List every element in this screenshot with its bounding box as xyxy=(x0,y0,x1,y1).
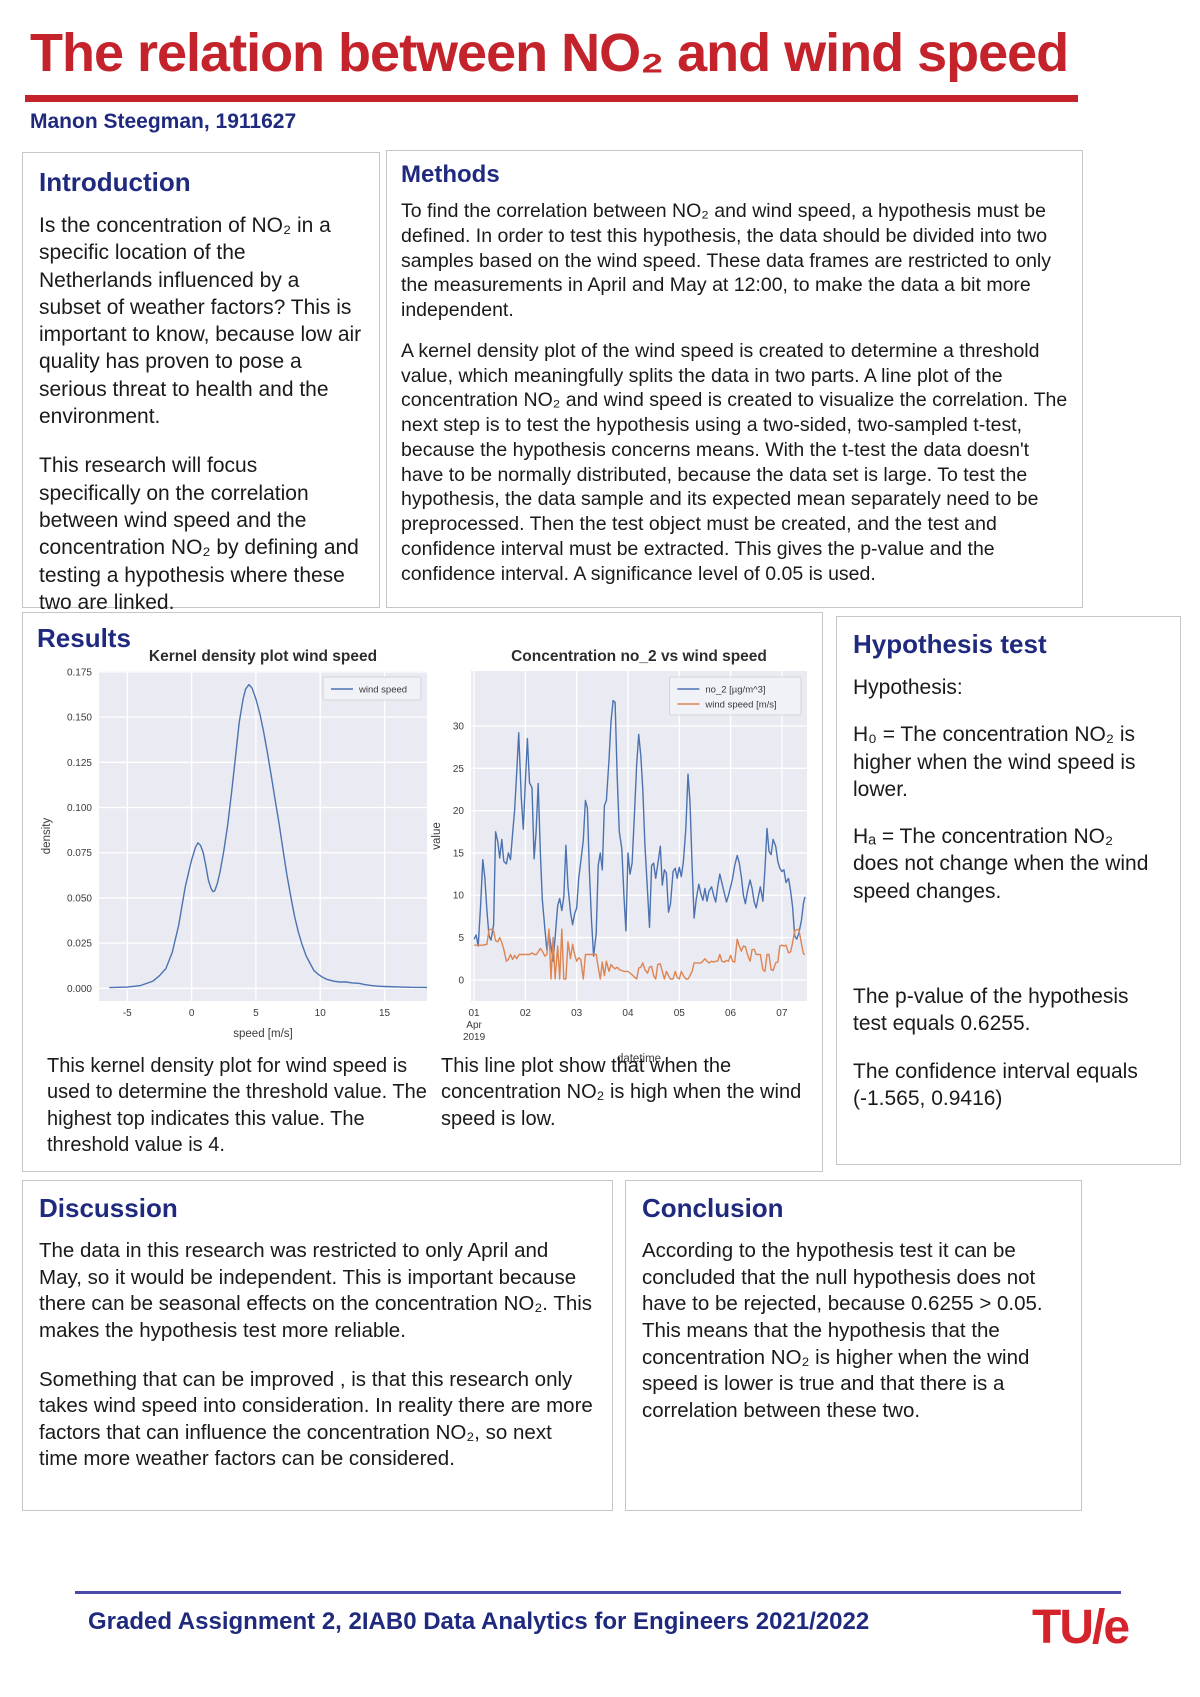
svg-text:value: value xyxy=(431,822,443,850)
svg-text:0: 0 xyxy=(458,975,464,986)
discussion-section: Discussion The data in this research was… xyxy=(22,1180,613,1511)
methods-body: To find the correlation between NO₂ and … xyxy=(401,199,1068,586)
svg-text:10: 10 xyxy=(453,891,465,902)
svg-text:wind speed [m/s]: wind speed [m/s] xyxy=(704,700,776,711)
svg-text:Kernel density plot wind speed: Kernel density plot wind speed xyxy=(149,648,377,665)
svg-text:wind speed: wind speed xyxy=(358,685,407,696)
title-underline xyxy=(25,95,1078,102)
svg-text:density: density xyxy=(41,818,53,855)
results-section: Results 0.000 0.025 0.050 0.075 0.100 0.125 0.… xyxy=(22,612,823,1172)
methods-section: Methods To find the correlation between … xyxy=(386,150,1083,608)
svg-text:0.125: 0.125 xyxy=(67,758,92,769)
svg-text:05: 05 xyxy=(674,1008,686,1019)
svg-text:5: 5 xyxy=(253,1008,259,1019)
footer-divider xyxy=(75,1591,1121,1594)
svg-text:07: 07 xyxy=(776,1008,788,1019)
svg-text:10: 10 xyxy=(315,1008,327,1019)
no2-vs-wind-speed-chart: 0 5 10 15 20 25 30 01 Apr 2019 02 03 04 05 06 07 datetim… xyxy=(427,647,822,1072)
hypothesis-pvalue: The p-value of the hypothesis test equal… xyxy=(853,985,1129,1036)
svg-text:5: 5 xyxy=(458,933,464,944)
svg-text:-5: -5 xyxy=(123,1008,132,1019)
discussion-paragraph-2: Something that can be improved , is that… xyxy=(39,1367,593,1471)
hypothesis-test-section: Hypothesis test Hypothesis: H₀ = The con… xyxy=(836,616,1181,1165)
hypothesis-ha: Hₐ = The concentration NO₂ does not chan… xyxy=(853,825,1149,903)
line-chart-caption: This line plot show that when the concen… xyxy=(441,1055,802,1130)
svg-text:0.075: 0.075 xyxy=(67,848,92,859)
introduction-paragraph-1: Is the concentration of NO₂ in a specifi… xyxy=(39,214,362,429)
tue-logo: TU/e xyxy=(1032,1601,1130,1654)
svg-text:0.150: 0.150 xyxy=(67,713,92,724)
svg-text:Apr: Apr xyxy=(466,1020,482,1031)
svg-text:0.100: 0.100 xyxy=(67,803,92,814)
svg-text:20: 20 xyxy=(453,806,465,817)
svg-text:25: 25 xyxy=(453,764,465,775)
svg-text:15: 15 xyxy=(379,1008,391,1019)
conclusion-paragraph-1: According to the hypothesis test it can … xyxy=(642,1239,1043,1422)
conclusion-heading: Conclusion xyxy=(642,1193,784,1223)
hypothesis-heading: Hypothesis test xyxy=(853,629,1047,659)
conclusion-body: According to the hypothesis test it can … xyxy=(642,1238,1065,1424)
discussion-paragraph-1: The data in this research was restricted… xyxy=(39,1239,593,1342)
svg-text:03: 03 xyxy=(571,1008,583,1019)
svg-text:datetime: datetime xyxy=(617,1053,661,1065)
methods-paragraph-2: A kernel density plot of the wind speed … xyxy=(401,339,1068,585)
introduction-paragraph-2: This research will focus specifically on… xyxy=(39,454,359,614)
svg-text:04: 04 xyxy=(622,1008,634,1019)
footer-course-label: Graded Assignment 2, 2IAB0 Data Analytic… xyxy=(88,1608,870,1635)
introduction-body: Is the concentration of NO₂ in a specifi… xyxy=(39,212,363,616)
conclusion-section: Conclusion According to the hypothesis t… xyxy=(625,1180,1082,1511)
svg-text:0.000: 0.000 xyxy=(67,984,92,995)
results-heading: Results xyxy=(37,623,131,653)
methods-paragraph-1: To find the correlation between NO₂ and … xyxy=(401,200,1052,321)
svg-text:0: 0 xyxy=(189,1008,195,1019)
hypothesis-ci: The confidence interval equals (-1.565, … xyxy=(853,1059,1138,1110)
page-title: The relation between NO₂ and wind speed xyxy=(30,23,1069,83)
svg-text:0.050: 0.050 xyxy=(67,893,92,904)
discussion-body: The data in this research was restricted… xyxy=(39,1238,596,1473)
hypothesis-intro: Hypothesis: xyxy=(853,676,963,699)
discussion-heading: Discussion xyxy=(39,1193,178,1223)
svg-text:2019: 2019 xyxy=(463,1032,486,1043)
hypothesis-h0: H₀ = The concentration NO₂ is higher whe… xyxy=(853,723,1136,801)
kde-wind-speed-chart: 0.000 0.025 0.050 0.075 0.100 0.125 0.150 0.175… xyxy=(37,647,437,1047)
svg-text:0.175: 0.175 xyxy=(67,667,92,678)
author-line: Manon Steegman, 1911627 xyxy=(30,110,297,133)
svg-text:02: 02 xyxy=(520,1008,532,1019)
svg-text:0.025: 0.025 xyxy=(67,939,92,950)
introduction-section: Introduction Is the concentration of NO₂… xyxy=(22,152,380,614)
svg-text:30: 30 xyxy=(453,722,465,733)
svg-text:Concentration no_2 vs wind spe: Concentration no_2 vs wind speed xyxy=(511,648,767,665)
svg-text:15: 15 xyxy=(453,848,465,859)
hypothesis-body: Hypothesis: H₀ = The concentration NO₂ i… xyxy=(853,674,1164,1112)
methods-heading: Methods xyxy=(401,161,500,188)
svg-text:06: 06 xyxy=(725,1008,737,1019)
introduction-heading: Introduction xyxy=(39,167,191,197)
kde-chart-caption: This kernel density plot for wind speed … xyxy=(47,1055,427,1157)
svg-text:no_2 [µg/m^3]: no_2 [µg/m^3] xyxy=(705,685,765,696)
svg-text:speed [m/s]: speed [m/s] xyxy=(233,1028,292,1040)
svg-text:01: 01 xyxy=(469,1008,481,1019)
